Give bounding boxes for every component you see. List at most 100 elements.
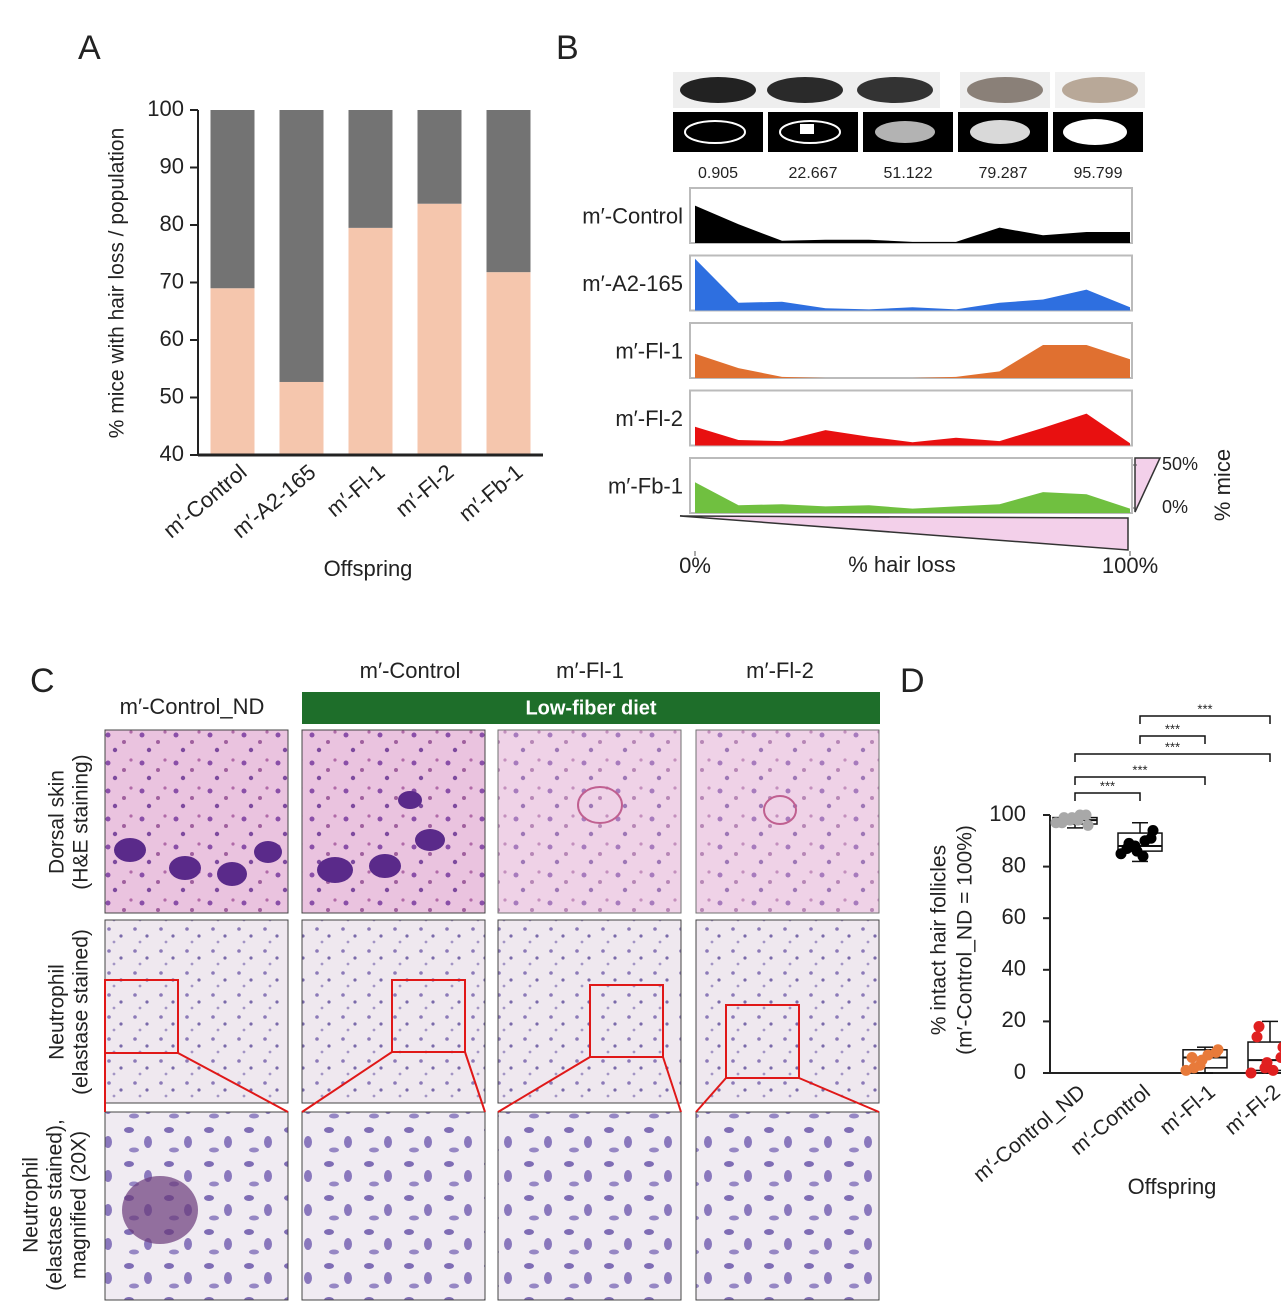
diet-label: Low-fiber diet: [525, 697, 656, 719]
x-tick-label: m′-Control_ND: [969, 1080, 1090, 1186]
series-label: m′-Control: [582, 203, 683, 228]
bar-segment: [210, 288, 255, 455]
row-label: (elastase stained): [70, 929, 93, 1095]
data-point: [1139, 835, 1151, 847]
y-tick-label: 90: [160, 153, 184, 178]
data-point: [1082, 819, 1094, 831]
y-tick-label: 50%: [1162, 454, 1198, 474]
ridge-area: [695, 413, 1130, 446]
significance-label: ***: [1197, 701, 1212, 716]
x-axis-label: % hair loss: [848, 552, 956, 577]
data-point: [1202, 1049, 1214, 1061]
data-point: [1251, 1031, 1263, 1043]
bar-segment: [279, 381, 324, 455]
bar-segment: [417, 203, 462, 455]
x-tick-label: 100%: [1102, 553, 1158, 578]
data-point: [1188, 1062, 1200, 1074]
bar-segment: [417, 110, 462, 204]
data-point: [1186, 1052, 1198, 1064]
y-axis-label: % mice: [1210, 449, 1235, 521]
image-score: 22.667: [789, 165, 838, 182]
y-axis-label: % mice with hair loss / population: [106, 128, 129, 438]
y-tick-label: 40: [1002, 956, 1026, 981]
y-tick-label: 40: [160, 441, 184, 466]
bar-segment: [348, 227, 393, 455]
diet-bar: [302, 692, 880, 724]
significance-bracket: [1074, 753, 1271, 762]
data-point: [1058, 812, 1070, 824]
bar-segment: [348, 110, 393, 228]
x-tick-label: 0%: [679, 553, 711, 578]
data-point: [1275, 1052, 1281, 1064]
x-tick-label: m′-Fl-1: [1156, 1080, 1220, 1139]
column-header: m′-Fl-1: [556, 658, 624, 683]
column-header: m′-Fl-2: [746, 658, 814, 683]
data-point: [1212, 1044, 1224, 1056]
series-label: m′-Fb-1: [608, 473, 683, 498]
series-label: m′-A2-165: [582, 271, 683, 296]
mice-wedge: [1134, 457, 1162, 513]
y-axis-label: % intact hair follicles: [928, 845, 951, 1035]
bar-segment: [486, 110, 531, 273]
zoom-boxes: [104, 979, 880, 1113]
image-score: 95.799: [1074, 165, 1123, 182]
follicles: [114, 786, 797, 1244]
y-tick-label: 20: [1002, 1007, 1026, 1032]
x-tick-label: m′-Fb-1: [454, 459, 528, 526]
panel-label: C: [30, 662, 55, 700]
y-tick-label: 60: [160, 326, 184, 351]
image-score: 79.287: [979, 165, 1028, 182]
ridge-frame: [689, 187, 1133, 244]
row-label: (H&E staining): [70, 754, 93, 889]
significance-bracket: [1139, 735, 1206, 744]
data-point: [1277, 1042, 1281, 1053]
series-label: m′-Fl-2: [615, 406, 683, 431]
significance-label: ***: [1165, 739, 1180, 754]
x-axis-label: Offspring: [324, 556, 413, 581]
image-score: 51.122: [884, 165, 933, 182]
data-point: [1245, 1067, 1257, 1079]
y-tick-label: 50: [160, 383, 184, 408]
significance-bracket: [1139, 715, 1271, 724]
x-tick-label: m′-Fl-2: [1221, 1080, 1281, 1139]
column-header: m′-Control: [360, 658, 461, 683]
row-label: magnified (20X): [68, 1131, 91, 1279]
data-point: [1074, 809, 1086, 821]
y-tick-label: 80: [1002, 852, 1026, 877]
image-score: 0.905: [698, 165, 738, 182]
box: [1182, 1049, 1228, 1069]
ridge-area: [695, 345, 1130, 378]
panel-label: B: [556, 29, 579, 67]
ridge-area: [695, 205, 1130, 243]
y-tick-label: 0: [1014, 1059, 1026, 1084]
series-label: m′-Fl-1: [615, 338, 683, 363]
row-label: (elastase stained),: [44, 1119, 67, 1291]
y-tick-label: 0%: [1162, 497, 1188, 517]
data-point: [1253, 1021, 1265, 1033]
y-tick-label: 100: [989, 801, 1026, 826]
mouse-images: [673, 72, 1145, 152]
panel-label: A: [78, 29, 101, 67]
data-point: [1137, 850, 1149, 862]
hair-loss-wedge: [679, 515, 1129, 551]
significance-bracket: [1074, 792, 1141, 801]
significance-label: ***: [1132, 762, 1147, 777]
bar-segment: [210, 110, 255, 289]
bar-segment: [486, 272, 531, 455]
column-header: m′-Control_ND: [120, 694, 265, 719]
significance-label: ***: [1100, 778, 1115, 793]
y-tick-label: 100: [147, 96, 184, 121]
y-axis-label: (m′-Control_ND = 100%): [954, 825, 977, 1055]
y-tick-label: 80: [160, 211, 184, 236]
y-tick-label: 60: [1002, 904, 1026, 929]
data-point: [1261, 1057, 1273, 1069]
data-point: [1147, 824, 1159, 836]
panel-label: D: [900, 662, 925, 700]
data-point: [1267, 1064, 1279, 1076]
row-label: Neutrophil: [46, 964, 69, 1060]
ridge-area: [695, 258, 1130, 311]
micrographs: [104, 729, 880, 1301]
row-label: Dorsal skin: [46, 770, 69, 874]
y-tick-label: 70: [160, 268, 184, 293]
